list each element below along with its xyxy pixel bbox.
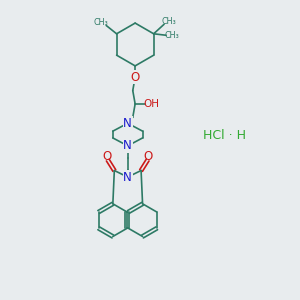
Text: O: O <box>130 71 140 84</box>
Text: O: O <box>103 150 112 163</box>
Text: N: N <box>123 117 132 130</box>
Text: HCl · H: HCl · H <box>203 129 246 142</box>
Text: CH₃: CH₃ <box>94 18 109 27</box>
Text: N: N <box>123 170 132 184</box>
Text: O: O <box>144 150 153 163</box>
Text: OH: OH <box>143 99 160 109</box>
Text: N: N <box>123 139 132 152</box>
Text: CH₃: CH₃ <box>161 17 176 26</box>
Text: CH₃: CH₃ <box>165 31 179 40</box>
